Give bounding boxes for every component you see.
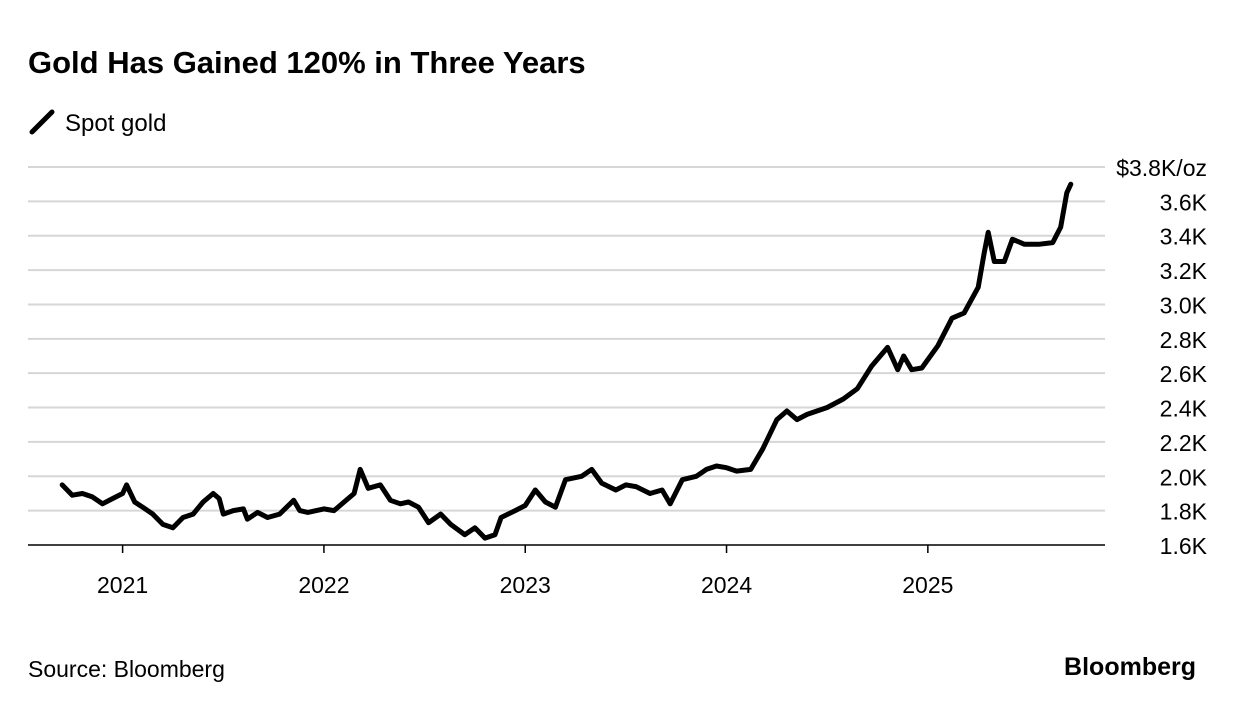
x-tick-label: 2022: [298, 572, 349, 598]
y-tick-label: 1.8K: [1160, 499, 1208, 525]
y-tick-label: 2.0K: [1160, 464, 1208, 490]
x-tick-label: 2021: [97, 572, 148, 598]
legend-label: Spot gold: [65, 110, 166, 137]
y-tick-label: 3.4K: [1160, 224, 1208, 250]
x-tick-label: 2023: [500, 572, 551, 598]
y-tick-label: 2.6K: [1160, 361, 1208, 387]
source: Source: Bloomberg: [28, 656, 225, 682]
price-line: [59, 181, 1074, 541]
brand: Bloomberg: [1064, 653, 1196, 681]
y-tick-label: 3.6K: [1160, 189, 1208, 215]
legend-swatch: [29, 109, 55, 135]
y-tick-label: 3.2K: [1160, 258, 1208, 284]
y-tick-label: 2.2K: [1160, 430, 1208, 456]
y-tick-label: 3.0K: [1160, 292, 1208, 318]
y-tick-label: 2.4K: [1160, 396, 1208, 422]
y-tick-label: 1.6K: [1160, 533, 1208, 559]
y-tick-label: 2.8K: [1160, 327, 1208, 353]
x-tick-label: 2025: [902, 572, 953, 598]
x-tick-label: 2024: [701, 572, 752, 598]
chart-title: Gold Has Gained 120% in Three Years: [28, 45, 586, 80]
y-tick-label: $3.8K/oz: [1116, 155, 1207, 181]
